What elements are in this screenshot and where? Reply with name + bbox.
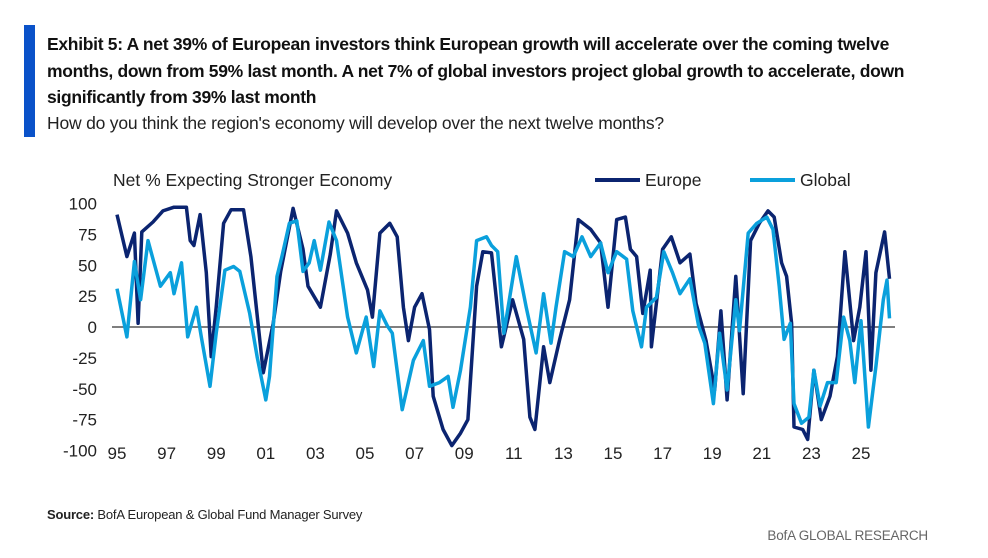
x-tick-label: 13 — [554, 444, 573, 463]
y-tick-label: -25 — [72, 349, 97, 368]
y-tick-labels: 100 75 50 25 0 -25 -50 -75 -100 — [63, 195, 97, 461]
x-tick-label: 09 — [455, 444, 474, 463]
x-tick-label: 97 — [157, 444, 176, 463]
y-tick-label: 100 — [69, 195, 97, 214]
y-tick-label: -75 — [72, 411, 97, 430]
x-tick-label: 99 — [207, 444, 226, 463]
y-tick-label: 0 — [88, 318, 97, 337]
x-tick-label: 15 — [604, 444, 623, 463]
y-tick-label: -50 — [72, 380, 97, 399]
x-tick-label: 21 — [752, 444, 771, 463]
x-tick-label: 25 — [852, 444, 871, 463]
y-tick-label: -100 — [63, 442, 97, 461]
y-tick-label: 75 — [78, 225, 97, 244]
series-line-europe — [115, 205, 892, 448]
y-tick-label: 25 — [78, 287, 97, 306]
x-tick-label: 03 — [306, 444, 325, 463]
x-tick-label: 19 — [703, 444, 722, 463]
line-chart: Net % Expecting Stronger Economy Europe G… — [63, 170, 895, 463]
plot-area — [112, 205, 895, 448]
x-tick-label: 01 — [256, 444, 275, 463]
x-tick-labels: 95 97 99 01 03 05 07 09 11 13 15 17 19 21 23 25 — [108, 444, 871, 463]
x-tick-label: 11 — [505, 444, 523, 463]
x-tick-label: 07 — [405, 444, 424, 463]
x-tick-label: 23 — [802, 444, 821, 463]
y-tick-label: 50 — [78, 256, 97, 275]
series-line-global — [115, 215, 892, 429]
source-note: Source: BofA European & Global Fund Mana… — [47, 507, 362, 522]
brand-footer: BofA GLOBAL RESEARCH — [767, 528, 928, 543]
chart-subtitle: How do you think the region's economy wi… — [47, 113, 664, 133]
legend-label-europe: Europe — [645, 170, 701, 190]
x-tick-label: 95 — [108, 444, 127, 463]
legend: Europe Global — [595, 170, 851, 190]
x-tick-label: 05 — [356, 444, 375, 463]
accent-bar — [24, 25, 35, 137]
x-tick-label: 17 — [653, 444, 672, 463]
source-text: BofA European & Global Fund Manager Surv… — [94, 507, 363, 522]
legend-label-global: Global — [800, 170, 851, 190]
chart-title: Exhibit 5: A net 39% of European investo… — [47, 34, 905, 107]
source-label: Source: — [47, 507, 95, 522]
y-axis-label: Net % Expecting Stronger Economy — [113, 170, 392, 190]
